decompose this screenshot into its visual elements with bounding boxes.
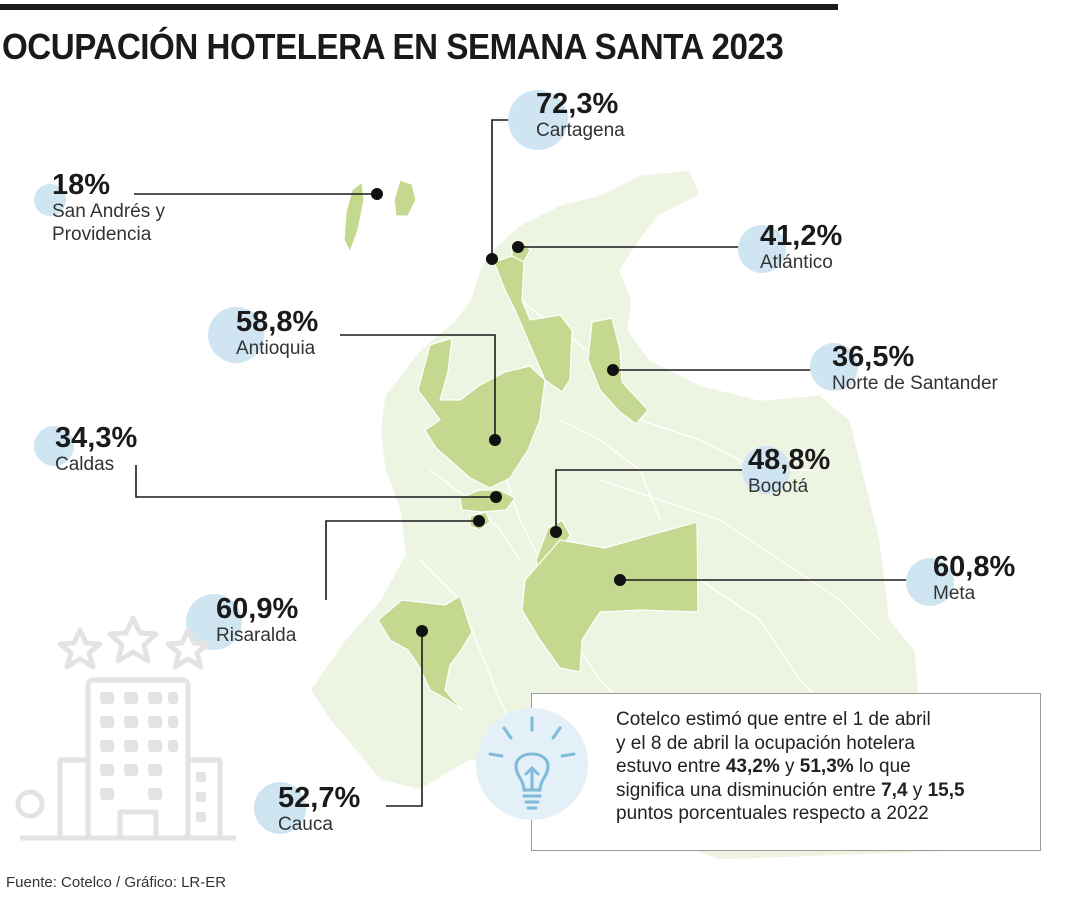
bubble-bogota [742,446,790,494]
bubble-cauca [254,782,306,834]
name-caldas: Caldas [55,454,115,475]
info-text: Cotelco estimó que entre el 1 de abril y… [616,708,1036,826]
hotel-wing-right [188,757,223,838]
hotel-tree [15,789,45,819]
info-line-4-pre: significa una disminución entre [616,779,882,801]
label-bubbles [34,90,954,834]
page-title: OCUPACIÓN HOTELERA EN SEMANA SANTA 2023 [2,26,784,67]
value-cauca: 52,7% [278,782,361,814]
info-box [531,693,1041,851]
name-san-andres: San Andrés y Providencia [52,201,166,245]
bubble-meta [906,558,954,606]
name-bogota: Bogotá [748,476,809,497]
hotel-star-left [57,627,103,670]
bolivar-dept [493,255,573,393]
name-meta: Meta [933,583,976,604]
dot-meta [614,574,626,586]
top-rule [0,4,838,10]
label-risaralda: 60,9% Risaralda [216,594,298,647]
cauca-dept [377,595,473,711]
info-line-2: y el 8 de abril la ocupación hotelera [616,732,915,754]
label-bogota: 48,8% Bogotá [748,445,830,498]
antioquia-dept [417,337,546,489]
info-low-value: 43,2% [725,756,780,777]
label-atlantico: 41,2% Atlántico [760,221,842,274]
bubble-antioquia [208,307,264,363]
leader-antioquia [340,334,496,440]
lightbulb-icon [476,708,588,820]
bubble-cartagena [508,90,568,150]
info-and-1: y [779,756,800,777]
value-san-andres: 18% [52,169,111,201]
leader-cauca [386,631,423,807]
label-caldas: 34,3% Caldas [55,423,137,476]
san-andres-island [343,180,365,254]
label-san-andres: 18% San Andrés y Providencia [52,170,165,246]
label-norte-santander: 36,5% Norte de Santander [832,342,998,395]
value-antioquia: 58,8% [236,306,319,338]
name-norte-santander: Norte de Santander [832,373,998,394]
hotel-wing-left [57,757,88,838]
dot-bogota [550,526,562,538]
leader-cartagena [491,119,512,259]
info-line-5: puntos porcentuales respecto a 2022 [616,803,929,824]
leader-caldas [135,465,496,498]
hotel-star-center [107,615,159,664]
dot-cauca [416,625,428,637]
value-caldas: 34,3% [55,422,138,454]
label-antioquia: 58,8% Antioquia [236,307,318,360]
bubble-caldas [34,426,74,466]
source-credit: Fuente: Cotelco / Gráfico: LR-ER [6,874,227,891]
dot-cartagena [486,253,498,265]
info-min-drop: 7,4 [881,779,908,801]
info-and-2: y [907,779,928,801]
dot-antioquia [489,434,501,446]
dot-risaralda [473,515,485,527]
dot-san-andres [371,188,383,200]
info-max-drop: 15,5 [927,779,965,801]
label-meta: 60,8% Meta [933,552,1015,605]
name-cartagena: Cartagena [536,120,625,141]
dot-atlantico [512,241,524,253]
value-meta: 60,8% [933,551,1016,583]
highlighted-departments [343,179,699,711]
hotel-star-right [165,627,211,670]
info-high-value: 51,3% [799,756,854,777]
leader-lines [134,119,910,807]
name-risaralda: Risaralda [216,625,297,646]
location-dots [371,188,626,637]
value-norte-santander: 36,5% [832,341,915,373]
info-line-1: Cotelco estimó que entre el 1 de abril [616,709,931,730]
hotel-windows [100,692,206,822]
providencia-island [393,179,417,217]
bubble-san-andres [34,184,66,216]
leader-risaralda [325,520,479,600]
dot-caldas [490,491,502,503]
name-cauca: Cauca [278,814,333,835]
leader-bogota [555,469,742,532]
dot-norte-santander [607,364,619,376]
value-cartagena: 72,3% [536,88,619,120]
info-line-3-post: lo que [853,756,911,777]
label-cauca: 52,7% Cauca [278,783,360,836]
info-line-3-pre: estuvo entre [616,756,726,777]
name-atlantico: Atlántico [760,252,833,273]
bubble-norte-santander [810,343,858,391]
value-risaralda: 60,9% [216,593,299,625]
bubble-atlantico [738,225,786,273]
name-antioquia: Antioquia [236,338,316,359]
value-atlantico: 41,2% [760,220,843,252]
label-cartagena: 72,3% Cartagena [536,89,625,142]
meta-dept [521,521,699,673]
value-bogota: 48,8% [748,444,831,476]
bubble-risaralda [186,594,242,650]
hotel-door [117,809,159,838]
hotel-icon [15,615,236,841]
